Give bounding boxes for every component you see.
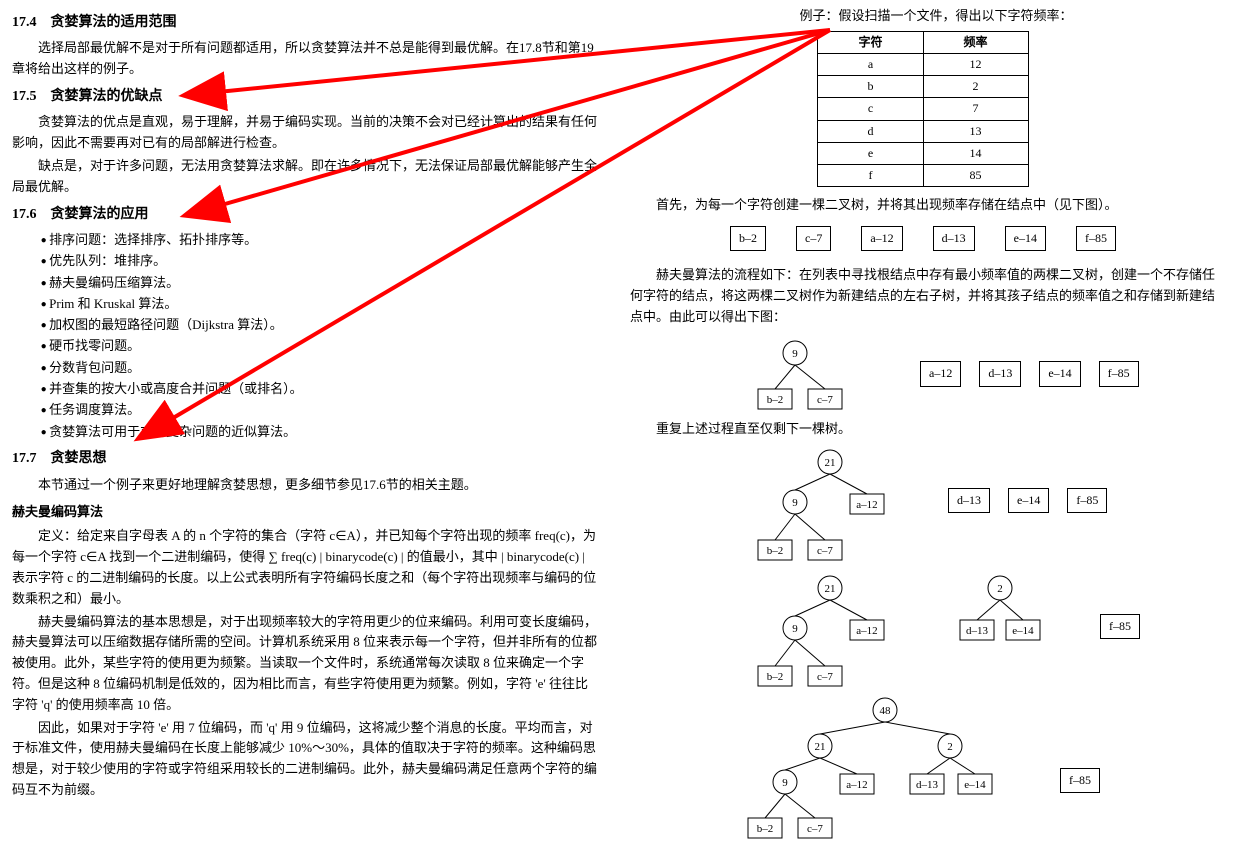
- svg-text:9: 9: [792, 348, 798, 360]
- leaf-node: a–12: [920, 361, 961, 386]
- table-cell: 2: [923, 76, 1028, 98]
- applications-list: 排序问题：选择排序、拓扑排序等。优先队列：堆排序。赫夫曼编码压缩算法。Prim …: [41, 230, 600, 442]
- list-item: 加权图的最短路径问题（Dijkstra 算法）。: [41, 315, 600, 336]
- table-row: e14: [818, 142, 1028, 164]
- svg-text:2: 2: [947, 741, 953, 753]
- leaf-node: f–85: [1060, 768, 1100, 793]
- svg-text:b–2: b–2: [757, 823, 774, 835]
- table-row: a12: [818, 53, 1028, 75]
- svg-text:d–13: d–13: [916, 779, 939, 791]
- huffman-subhead: 赫夫曼编码算法: [12, 502, 600, 523]
- freq-col-freq: 频率: [923, 31, 1028, 53]
- heading-17-5: 17.5 贪婪算法的优缺点: [12, 86, 600, 108]
- tree-step-3: 21 9 a–12 b–2 c–7 2 d–13 e–14 f–85: [700, 570, 1216, 690]
- freq-col-char: 字符: [818, 31, 923, 53]
- svg-text:21: 21: [825, 583, 836, 595]
- para-17-5b: 缺点是，对于许多问题，无法用贪婪算法求解。即在许多情况下，无法保证局部最优解能够…: [12, 156, 600, 198]
- huffman-para-1: 赫夫曼编码算法的基本思想是，对于出现频率较大的字符用更少的位来编码。利用可变长度…: [12, 612, 600, 716]
- svg-text:b–2: b–2: [767, 671, 784, 683]
- table-cell: c: [818, 98, 923, 120]
- svg-text:9: 9: [782, 777, 788, 789]
- table-cell: b: [818, 76, 923, 98]
- right-page: 例子：假设扫描一个文件，得出以下字符频率： 字符 频率 a12b2c7d13e1…: [618, 0, 1234, 854]
- leaf-node: d–13: [948, 488, 990, 513]
- list-item: Prim 和 Kruskal 算法。: [41, 294, 600, 315]
- svg-text:e–14: e–14: [964, 779, 986, 791]
- leaf-node: e–14: [1039, 361, 1080, 386]
- svg-text:a–12: a–12: [856, 499, 877, 511]
- leaf-node: e–14: [1008, 488, 1049, 513]
- svg-text:48: 48: [880, 705, 892, 717]
- tree-step-2: 21 9 a–12 b–2 c–7 d–13 e–14 f–85: [700, 444, 1216, 564]
- leaf-node: d–13: [979, 361, 1021, 386]
- table-cell: f: [818, 164, 923, 186]
- table-row: d13: [818, 120, 1028, 142]
- list-item: 硬币找零问题。: [41, 336, 600, 357]
- para-first-step: 首先，为每一个字符创建一棵二叉树，并将其出现频率存储在结点中（见下图）。: [630, 195, 1216, 216]
- svg-text:a–12: a–12: [846, 779, 867, 791]
- svg-text:d–13: d–13: [966, 625, 989, 637]
- initial-nodes-row: b–2 c–7 a–12 d–13 e–14 f–85: [630, 226, 1216, 251]
- table-cell: 13: [923, 120, 1028, 142]
- table-cell: d: [818, 120, 923, 142]
- table-row: c7: [818, 98, 1028, 120]
- heading-17-7: 17.7 贪婪思想: [12, 448, 600, 470]
- leaf-node: f–85: [1067, 488, 1107, 513]
- para-17-5a: 贪婪算法的优点是直观，易于理解，并易于编码实现。当前的决策不会对已经计算出的结果…: [12, 112, 600, 154]
- svg-text:c–7: c–7: [817, 545, 833, 557]
- leaf-node: f–85: [1100, 614, 1140, 639]
- leaf-node: f–85: [1076, 226, 1116, 251]
- svg-text:c–7: c–7: [807, 823, 823, 835]
- list-item: 贪婪算法可用于求解复杂问题的近似算法。: [41, 422, 600, 443]
- heading-17-4: 17.4 贪婪算法的适用范围: [12, 12, 600, 34]
- svg-text:2: 2: [997, 583, 1003, 595]
- para-17-7: 本节通过一个例子来更好地理解贪婪思想，更多细节参见17.6节的相关主题。: [12, 475, 600, 496]
- tree-step-1: 9 b–2 c–7 a–12 d–13 e–14 f–85: [700, 331, 1216, 413]
- svg-text:b–2: b–2: [767, 394, 784, 406]
- svg-text:21: 21: [815, 741, 826, 753]
- list-item: 分数背包问题。: [41, 358, 600, 379]
- leaf-node: f–85: [1099, 361, 1139, 386]
- list-item: 优先队列：堆排序。: [41, 251, 600, 272]
- table-cell: e: [818, 142, 923, 164]
- leaf-node: d–13: [933, 226, 975, 251]
- svg-text:c–7: c–7: [817, 671, 833, 683]
- leaf-node: a–12: [861, 226, 902, 251]
- para-repeat: 重复上述过程直至仅剩下一棵树。: [630, 419, 1216, 440]
- list-item: 任务调度算法。: [41, 400, 600, 421]
- leaf-node: c–7: [796, 226, 831, 251]
- table-row: f85: [818, 164, 1028, 186]
- svg-text:9: 9: [792, 497, 798, 509]
- list-item: 并查集的按大小或高度合并问题（或排名）。: [41, 379, 600, 400]
- table-cell: 7: [923, 98, 1028, 120]
- svg-text:b–2: b–2: [767, 545, 784, 557]
- para-17-4: 选择局部最优解不是对于所有问题都适用，所以贪婪算法并不总是能得到最优解。在17.…: [12, 38, 600, 80]
- svg-text:a–12: a–12: [856, 625, 877, 637]
- svg-text:9: 9: [792, 623, 798, 635]
- left-page: 17.4 贪婪算法的适用范围 选择局部最优解不是对于所有问题都适用，所以贪婪算法…: [0, 0, 618, 854]
- svg-text:21: 21: [825, 457, 836, 469]
- table-cell: a: [818, 53, 923, 75]
- table-cell: 12: [923, 53, 1028, 75]
- list-item: 排序问题：选择排序、拓扑排序等。: [41, 230, 600, 251]
- heading-17-6: 17.6 贪婪算法的应用: [12, 204, 600, 226]
- leaf-node: e–14: [1005, 226, 1046, 251]
- leaf-node: b–2: [730, 226, 766, 251]
- top-fragment: 例子：假设扫描一个文件，得出以下字符频率：: [630, 6, 1216, 27]
- tree-step-4: 48 21 2 9 a–12 d–13 e–14 b–2 c–7 f–85: [660, 696, 1216, 842]
- svg-text:c–7: c–7: [817, 394, 833, 406]
- huffman-para-2: 因此，如果对于字符 'e' 用 7 位编码，而 'q' 用 9 位编码，这将减少…: [12, 718, 600, 801]
- para-algorithm: 赫夫曼算法的流程如下：在列表中寻找根结点中存有最小频率值的两棵二叉树，创建一个不…: [630, 265, 1216, 327]
- table-cell: 14: [923, 142, 1028, 164]
- svg-text:e–14: e–14: [1012, 625, 1034, 637]
- table-row: b2: [818, 76, 1028, 98]
- frequency-table: 字符 频率 a12b2c7d13e14f85: [817, 31, 1028, 187]
- huffman-definition: 定义：给定来自字母表 A 的 n 个字符的集合（字符 c∈A），并已知每个字符出…: [12, 526, 600, 609]
- list-item: 赫夫曼编码压缩算法。: [41, 273, 600, 294]
- table-cell: 85: [923, 164, 1028, 186]
- page-spread: 17.4 贪婪算法的适用范围 选择局部最优解不是对于所有问题都适用，所以贪婪算法…: [0, 0, 1234, 854]
